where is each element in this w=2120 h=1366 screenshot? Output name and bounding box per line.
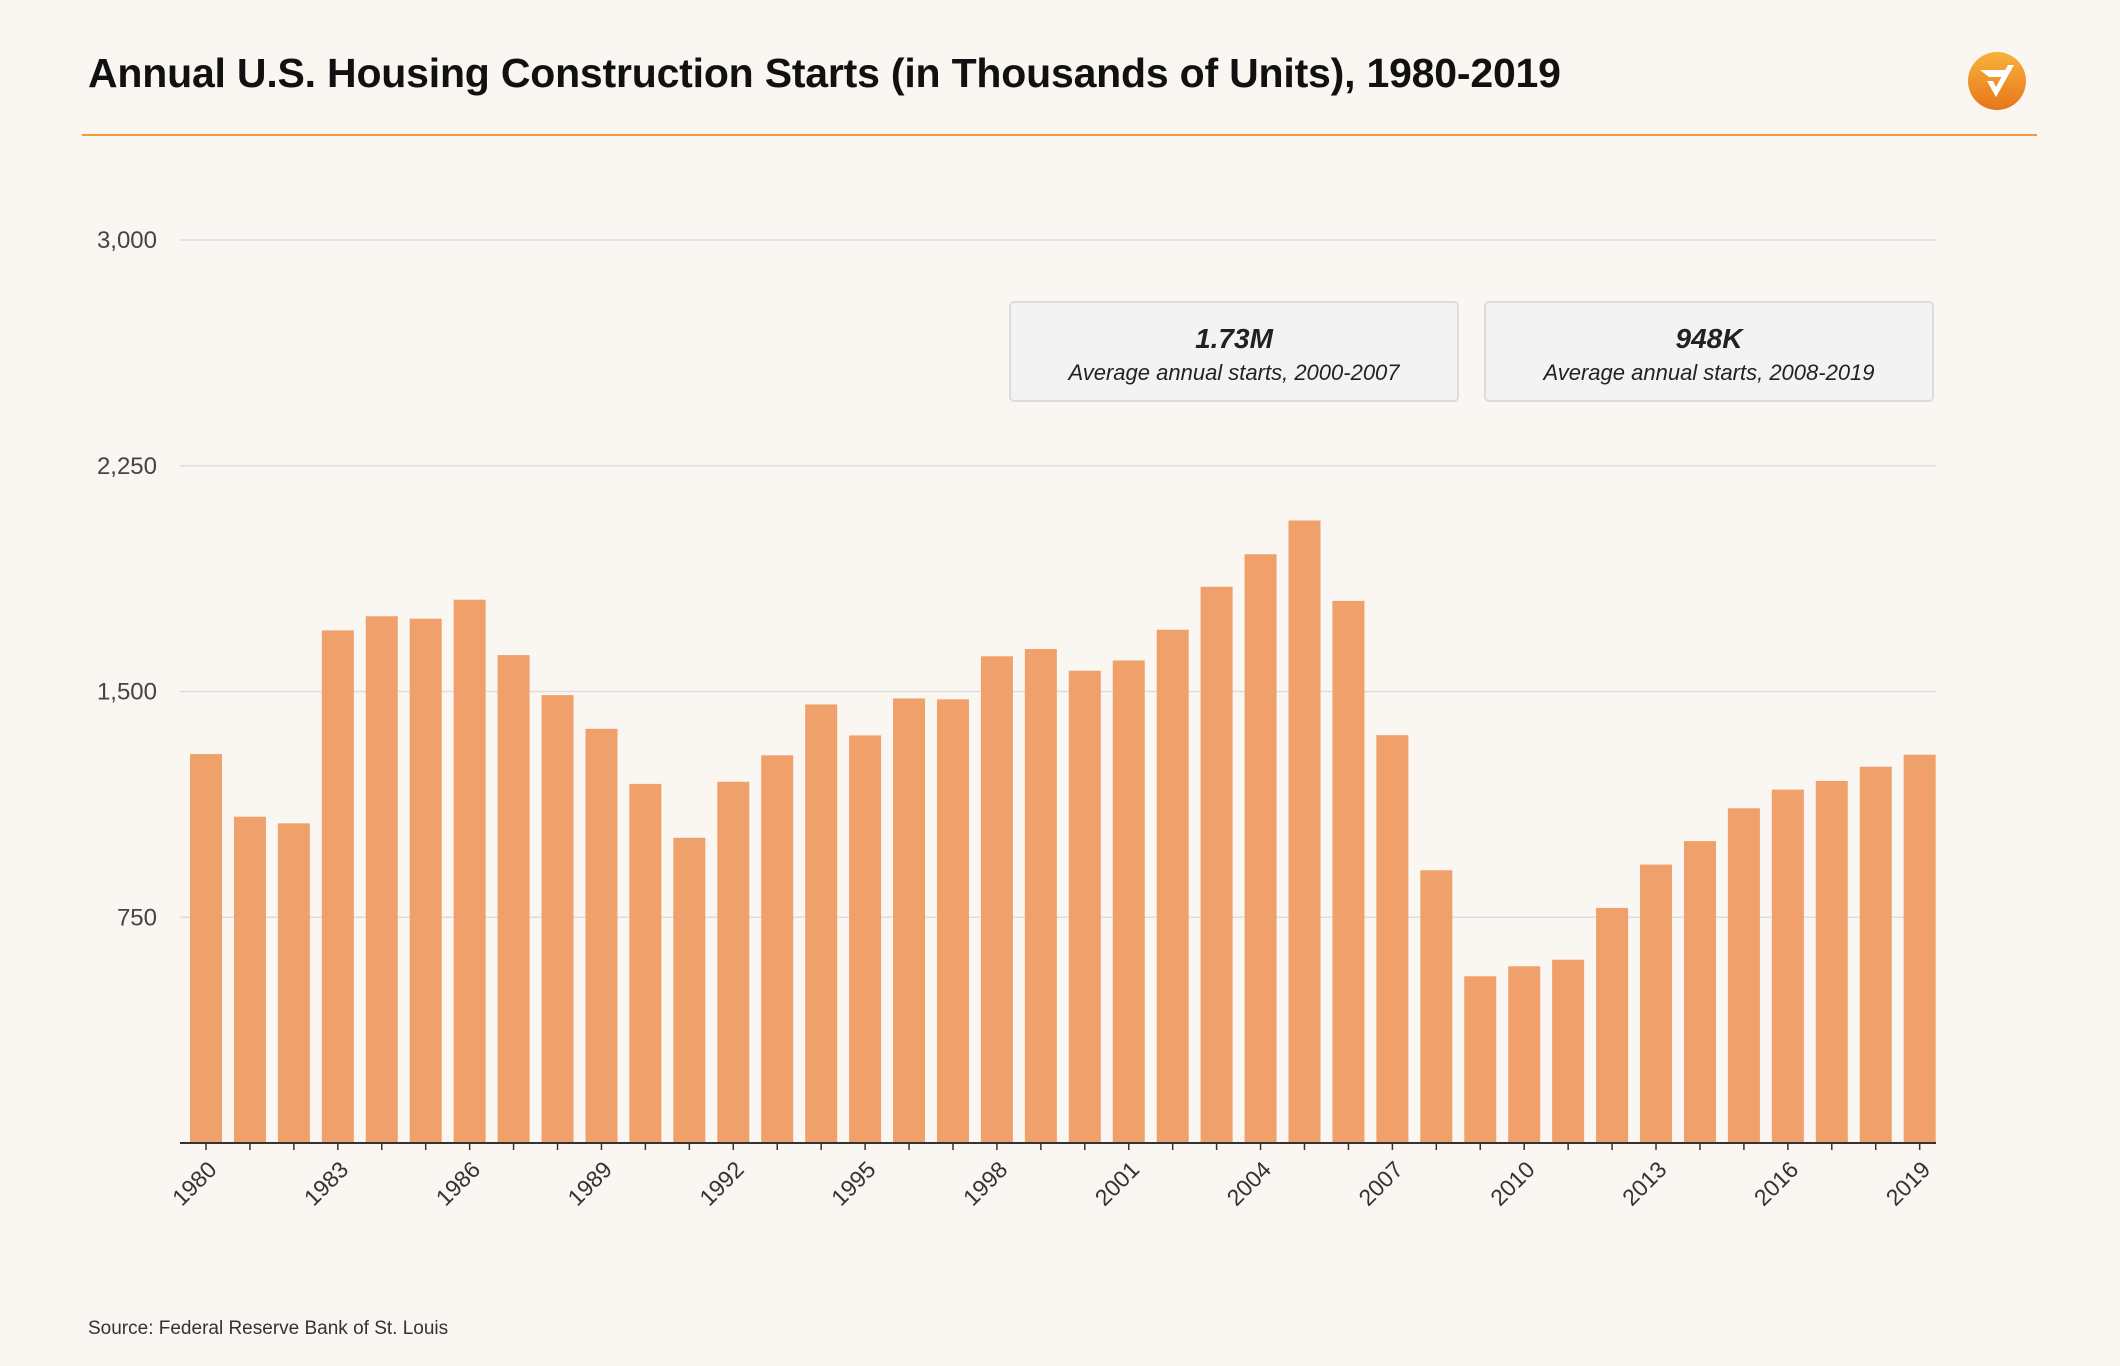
bar-1989 [585, 728, 618, 1143]
x-tick-label: 1998 [958, 1156, 1013, 1211]
x-tick-label: 2001 [1090, 1156, 1145, 1211]
bar-2012 [1596, 907, 1629, 1143]
bar-1987 [497, 655, 530, 1143]
bar-2008 [1420, 870, 1453, 1143]
bar-1980 [190, 754, 222, 1143]
x-tick-label: 1989 [562, 1156, 617, 1211]
bar-2009 [1464, 976, 1497, 1143]
x-tick-label: 2019 [1881, 1156, 1936, 1211]
bar-1992 [717, 781, 750, 1143]
bar-1998 [980, 656, 1013, 1143]
x-tick-label: 1992 [694, 1156, 749, 1211]
bar-2014 [1683, 841, 1716, 1143]
bar-1996 [893, 698, 926, 1143]
callout-value: 948K [1675, 323, 1743, 354]
bar-1990 [629, 783, 662, 1143]
x-tick-label: 2004 [1222, 1156, 1277, 1211]
callout-box-2000-2007: 1.73M Average annual starts, 2000-2007 [1009, 301, 1459, 402]
y-tick-label: 3,000 [97, 227, 157, 254]
bar-2013 [1640, 864, 1673, 1143]
bar-1984 [365, 616, 398, 1143]
x-tick-label: 1986 [431, 1156, 486, 1211]
x-tick-label: 2007 [1353, 1156, 1408, 1211]
bar-1988 [541, 695, 574, 1143]
bar-1995 [849, 735, 882, 1143]
bar-2000 [1068, 670, 1101, 1143]
y-tick-label: 750 [117, 904, 157, 931]
bar-1991 [673, 837, 706, 1143]
bar-2006 [1332, 600, 1365, 1143]
bar-1981 [233, 816, 266, 1143]
bar-2003 [1200, 586, 1233, 1143]
bar-2016 [1771, 789, 1804, 1143]
bar-1993 [761, 755, 794, 1143]
bar-1994 [805, 704, 838, 1143]
bar-2007 [1376, 735, 1409, 1143]
orange-checkmark-badge-icon [1968, 52, 2026, 110]
bar-1986 [453, 599, 486, 1143]
x-tick-label: 2013 [1617, 1156, 1672, 1211]
callout-box-2008-2019: 948K Average annual starts, 2008-2019 [1484, 301, 1934, 402]
x-tick-label: 2010 [1485, 1156, 1540, 1211]
bar-2015 [1727, 808, 1760, 1143]
callout-label: Average annual starts, 2008-2019 [1543, 360, 1875, 385]
x-tick-label: 1983 [299, 1156, 354, 1211]
x-tick-label: 1980 [167, 1156, 222, 1211]
callout-label: Average annual starts, 2000-2007 [1068, 360, 1400, 385]
x-tick-label: 2016 [1749, 1156, 1804, 1211]
chart-title: Annual U.S. Housing Construction Starts … [88, 50, 1561, 96]
bar-2019 [1903, 754, 1936, 1143]
bar-1999 [1024, 649, 1057, 1143]
bar-2002 [1156, 629, 1189, 1143]
bar-1985 [409, 618, 442, 1143]
bar-2010 [1508, 966, 1541, 1143]
bar-2018 [1859, 766, 1892, 1143]
x-tick-label: 1995 [826, 1156, 881, 1211]
bar-2005 [1288, 520, 1321, 1143]
source-note: Source: Federal Reserve Bank of St. Loui… [88, 1318, 449, 1339]
callout-value: 1.73M [1195, 323, 1273, 354]
bar-2004 [1244, 554, 1277, 1143]
bar-1997 [936, 699, 969, 1143]
bar-2001 [1112, 660, 1145, 1143]
bar-1982 [277, 823, 310, 1143]
bar-1983 [321, 630, 354, 1143]
bar-2017 [1815, 780, 1848, 1143]
bar-2011 [1552, 959, 1585, 1143]
y-tick-label: 2,250 [97, 453, 157, 480]
y-tick-label: 1,500 [97, 679, 157, 706]
title-divider [82, 134, 2037, 136]
